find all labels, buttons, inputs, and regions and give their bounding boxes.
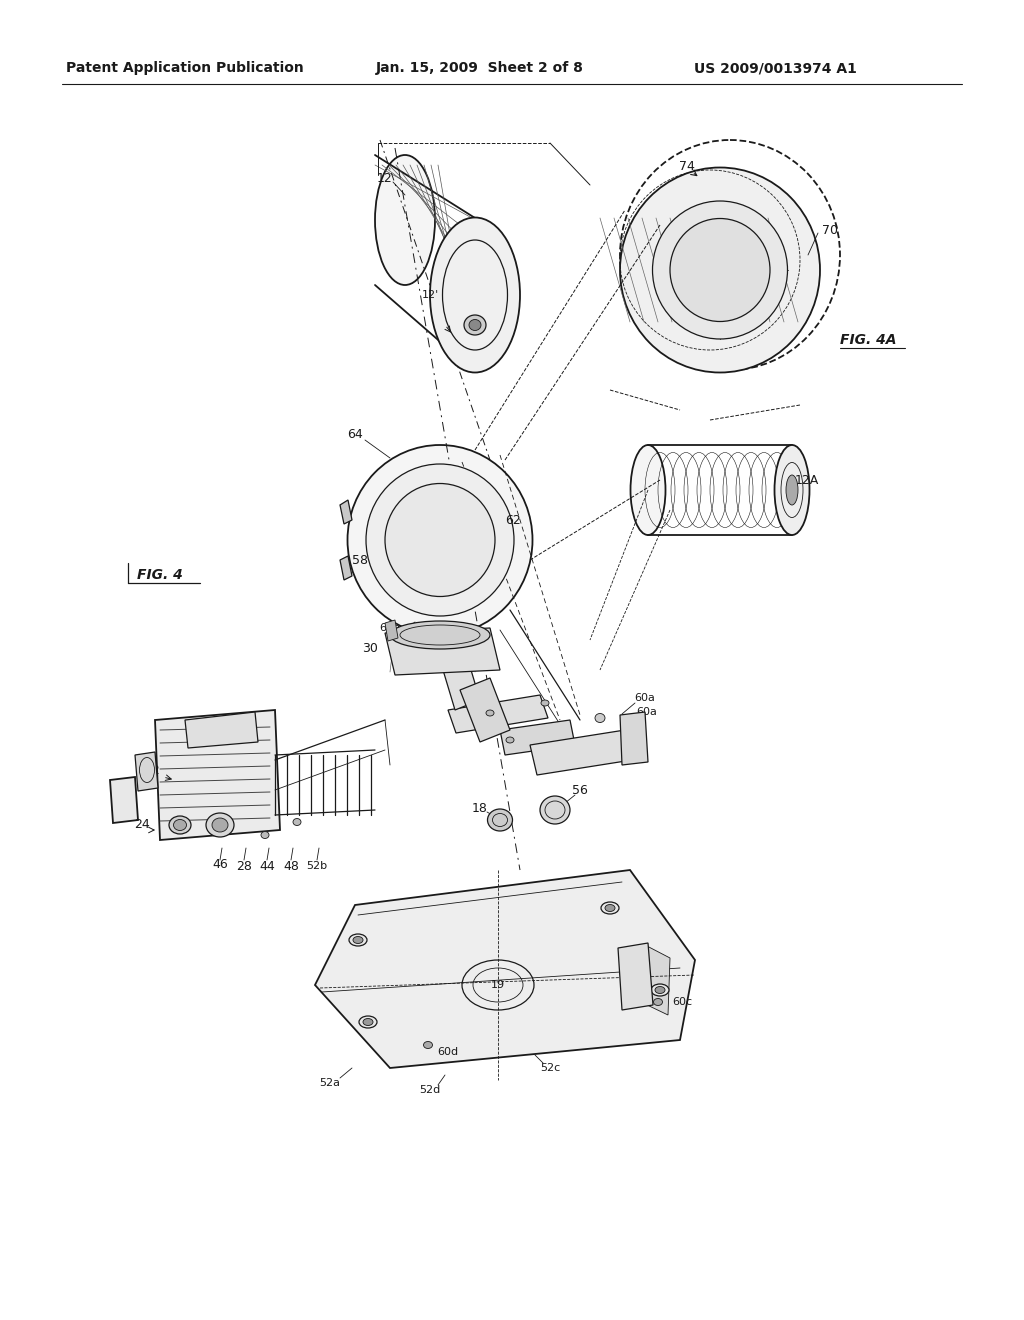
Ellipse shape [651,983,669,997]
Ellipse shape [670,219,770,322]
Polygon shape [618,942,653,1010]
Text: 52a: 52a [319,1078,341,1088]
Ellipse shape [620,168,820,372]
Text: 58: 58 [352,553,368,566]
Polygon shape [530,730,632,775]
Ellipse shape [601,902,618,913]
Ellipse shape [349,935,367,946]
Ellipse shape [366,465,514,616]
Polygon shape [110,777,138,822]
Ellipse shape [774,445,810,535]
Polygon shape [449,696,548,733]
Text: 48: 48 [283,859,299,873]
Text: 62: 62 [505,513,521,527]
Ellipse shape [652,201,787,339]
Ellipse shape [293,818,301,825]
Polygon shape [315,870,695,1068]
Text: 46: 46 [212,858,228,871]
Text: 60b: 60b [380,623,400,634]
Ellipse shape [359,1016,377,1028]
Text: 18: 18 [472,801,488,814]
Text: 66: 66 [432,533,447,546]
Text: 12: 12 [377,172,393,185]
Ellipse shape [212,818,228,832]
Polygon shape [460,678,510,742]
Text: 12A: 12A [795,474,819,487]
Ellipse shape [786,475,798,506]
Polygon shape [340,500,352,524]
Text: 60d: 60d [437,1047,459,1057]
Polygon shape [643,945,670,1015]
Text: 74: 74 [679,161,695,173]
Text: 56: 56 [572,784,588,796]
Polygon shape [155,710,280,840]
Ellipse shape [206,813,234,837]
Ellipse shape [653,998,663,1006]
Text: 64: 64 [347,429,362,441]
Ellipse shape [261,832,269,838]
Text: Patent Application Publication: Patent Application Publication [67,61,304,75]
Polygon shape [385,620,398,642]
Ellipse shape [169,816,191,834]
Text: 70: 70 [822,223,838,236]
Ellipse shape [541,700,549,706]
Text: Jan. 15, 2009  Sheet 2 of 8: Jan. 15, 2009 Sheet 2 of 8 [376,61,584,75]
Ellipse shape [464,315,486,335]
Ellipse shape [595,714,605,722]
Text: 52b: 52b [306,861,328,871]
Text: 22: 22 [144,763,160,776]
Polygon shape [440,649,480,710]
Text: 30: 30 [362,642,378,655]
Ellipse shape [655,986,665,994]
Polygon shape [135,752,158,791]
Text: 12': 12' [421,290,438,300]
Text: 19: 19 [490,979,505,990]
Text: 52c: 52c [540,1063,560,1073]
Polygon shape [620,711,648,766]
Ellipse shape [605,904,615,912]
Ellipse shape [424,1041,432,1048]
Polygon shape [185,711,258,748]
Text: 60c: 60c [672,997,692,1007]
Ellipse shape [469,319,481,330]
Ellipse shape [375,154,435,285]
Text: 24: 24 [134,818,150,832]
Ellipse shape [347,445,532,635]
Polygon shape [385,628,500,675]
Ellipse shape [506,737,514,743]
Text: 52d: 52d [420,1085,440,1096]
Text: FIG. 4: FIG. 4 [137,568,183,582]
Text: 72: 72 [697,267,713,280]
Ellipse shape [173,820,186,830]
Text: FIG. 4A: FIG. 4A [840,333,896,347]
Ellipse shape [540,796,570,824]
Text: 60a: 60a [637,708,657,717]
Ellipse shape [390,620,490,649]
Ellipse shape [362,1019,373,1026]
Ellipse shape [385,483,495,597]
Polygon shape [340,556,352,579]
Ellipse shape [486,710,494,715]
Ellipse shape [353,936,362,944]
Ellipse shape [487,809,512,832]
Text: 44: 44 [259,859,274,873]
Text: 28: 28 [237,859,252,873]
Text: 60a: 60a [635,693,655,704]
Text: US 2009/0013974 A1: US 2009/0013974 A1 [693,61,856,75]
Ellipse shape [631,445,666,535]
Ellipse shape [430,218,520,372]
Polygon shape [500,719,575,755]
